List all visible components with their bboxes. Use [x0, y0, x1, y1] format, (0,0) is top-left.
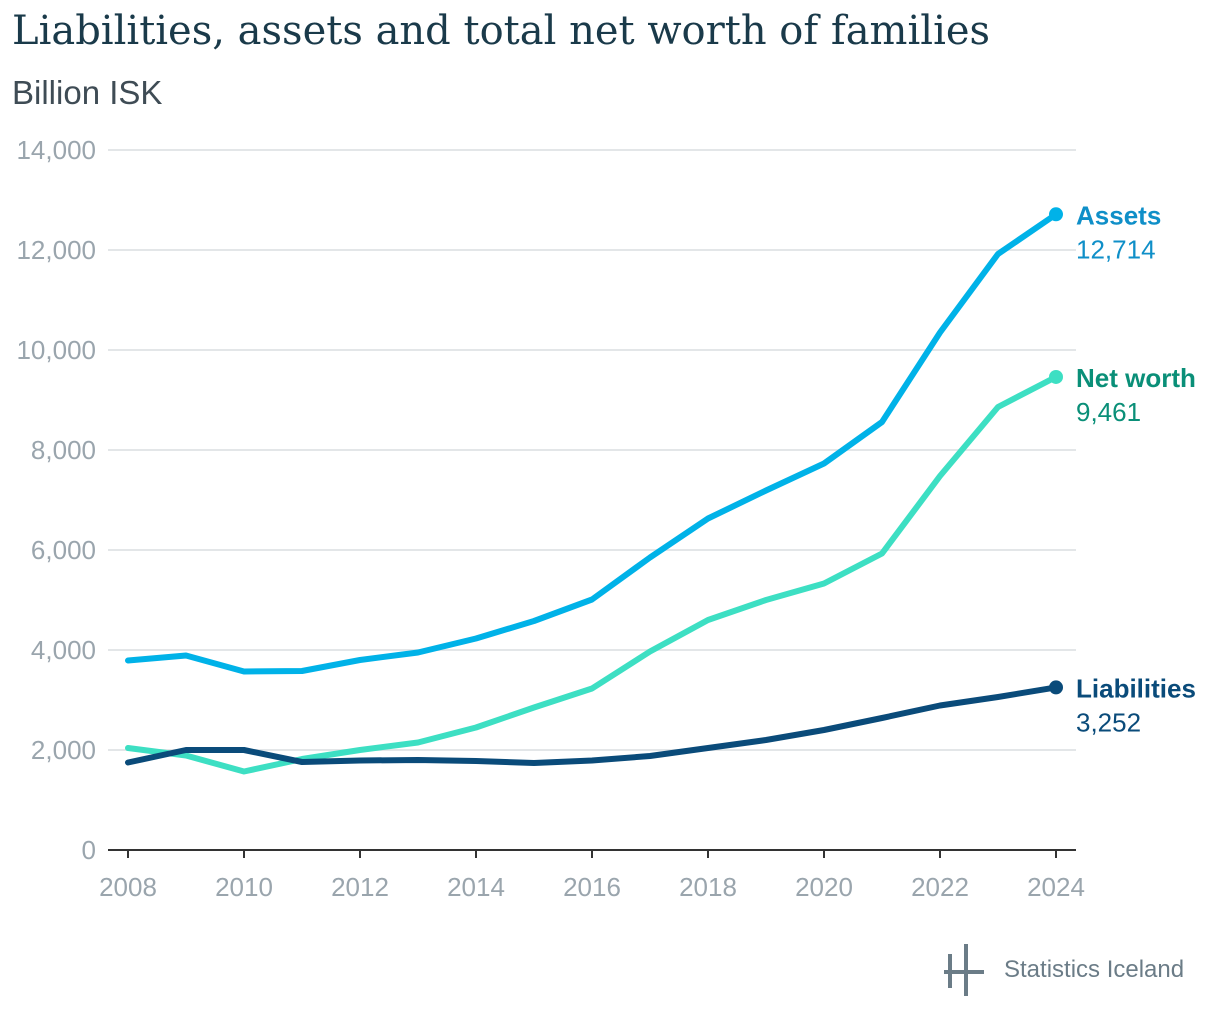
- chart-title: Liabilities, assets and total net worth …: [12, 8, 991, 54]
- x-tick-label: 2016: [563, 872, 621, 902]
- statistics-iceland-logo-icon: [944, 944, 984, 996]
- net-worth-end-point: [1049, 369, 1063, 384]
- x-tick-label: 2022: [911, 872, 969, 902]
- assets-series-label: Assets: [1076, 200, 1161, 230]
- net-worth-line: [125, 373, 1059, 775]
- x-tick-label: 2020: [795, 872, 853, 902]
- y-axis-tick-labels: 0 2,000 4,000 6,000 8,000 10,000 12,000 14,000: [16, 135, 96, 865]
- x-axis: [108, 849, 1076, 858]
- assets-line: [125, 211, 1059, 675]
- liabilities-end-point: [1049, 680, 1063, 695]
- series-end-labels: Net worth 9,461 Assets 12,714 Liabilities 3,2…: [1076, 200, 1196, 737]
- x-tick-label: 2010: [215, 872, 273, 902]
- y-tick-label: 2,000: [31, 735, 96, 765]
- net-worth-series-label: Net worth: [1076, 363, 1196, 393]
- statistics-iceland-logo: Statistics Iceland: [944, 944, 1214, 998]
- assets-end-value-label: 12,714: [1076, 234, 1156, 264]
- y-tick-label: 6,000: [31, 535, 96, 565]
- liabilities-line: [125, 684, 1059, 766]
- x-tick-label: 2012: [331, 872, 389, 902]
- logo-text: Statistics Iceland: [1004, 956, 1185, 983]
- y-tick-label: 0: [82, 835, 96, 865]
- x-tick-label: 2018: [679, 872, 737, 902]
- assets-end-point: [1049, 207, 1063, 222]
- net-worth-end-value-label: 9,461: [1076, 397, 1141, 427]
- y-tick-label: 10,000: [16, 335, 96, 365]
- x-tick-label: 2008: [99, 872, 157, 902]
- y-tick-label: 8,000: [31, 435, 96, 465]
- x-axis-tick-labels: 2008 2010 2012 2014 2016 2018 2020 2022 2024: [99, 872, 1085, 902]
- grid-lines: [108, 149, 1076, 751]
- series-lines: [125, 207, 1063, 775]
- liabilities-end-value-label: 3,252: [1076, 707, 1141, 737]
- y-tick-label: 4,000: [31, 635, 96, 665]
- y-tick-label: 12,000: [16, 235, 96, 265]
- liabilities-series-label: Liabilities: [1076, 673, 1196, 703]
- chart-subtitle: Billion ISK: [12, 74, 163, 111]
- y-tick-label: 14,000: [16, 135, 96, 165]
- x-tick-label: 2024: [1027, 872, 1085, 902]
- x-tick-label: 2014: [447, 872, 505, 902]
